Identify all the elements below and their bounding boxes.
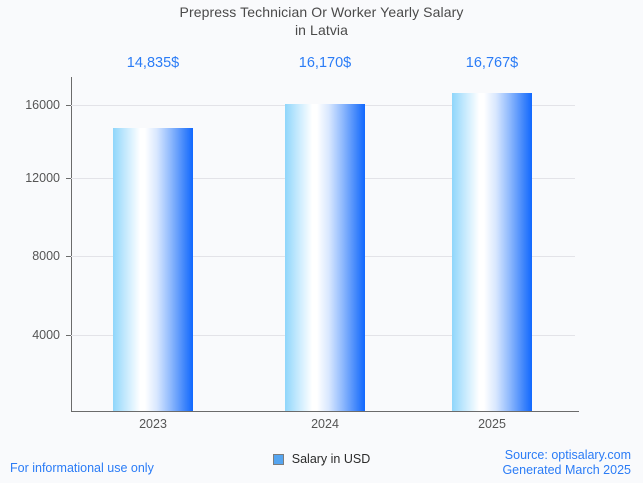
tickmark-8000 [66, 256, 71, 257]
y-axis-line [71, 77, 72, 412]
footer-source: Source: optisalary.com [504, 448, 631, 462]
tickmark-16000 [66, 105, 71, 106]
chart-title-line-1: Prepress Technician Or Worker Yearly Sal… [179, 4, 464, 20]
y-tick-label-8000: 8000 [32, 249, 60, 263]
footer-generated-date: Generated March 2025 [502, 463, 631, 477]
bar-value-2025: 16,767$ [465, 55, 519, 71]
chart-title: Prepress Technician Or Worker Yearly Sal… [0, 3, 643, 39]
bar-2025[interactable] [452, 93, 532, 411]
x-tick-label-2025: 2025 [478, 417, 506, 431]
plot-area [66, 77, 575, 411]
x-axis-line [71, 411, 579, 412]
y-tick-label-16000: 16000 [25, 98, 60, 112]
tickmark-12000 [66, 178, 71, 179]
x-tick-label-2023: 2023 [139, 417, 167, 431]
bar-2024[interactable] [285, 104, 365, 411]
x-tick-label-2024: 2024 [311, 417, 339, 431]
bar-value-2024: 16,170$ [298, 55, 352, 71]
y-tick-label-12000: 12000 [25, 171, 60, 185]
footer-source-block: Source: optisalary.com Generated March 2… [502, 448, 631, 478]
bar-2023[interactable] [113, 128, 193, 411]
legend-swatch-salary-in-usd[interactable] [272, 453, 284, 465]
bar-value-2023: 14,835$ [126, 55, 180, 71]
chart-legend: Salary in USD [0, 452, 643, 466]
legend-label-salary-in-usd[interactable]: Salary in USD [291, 452, 371, 466]
chart-title-line-2: in Latvia [294, 22, 349, 38]
footer-disclaimer: For informational use only [10, 461, 154, 475]
tickmark-4000 [66, 335, 71, 336]
y-tick-label-4000: 4000 [32, 328, 60, 342]
